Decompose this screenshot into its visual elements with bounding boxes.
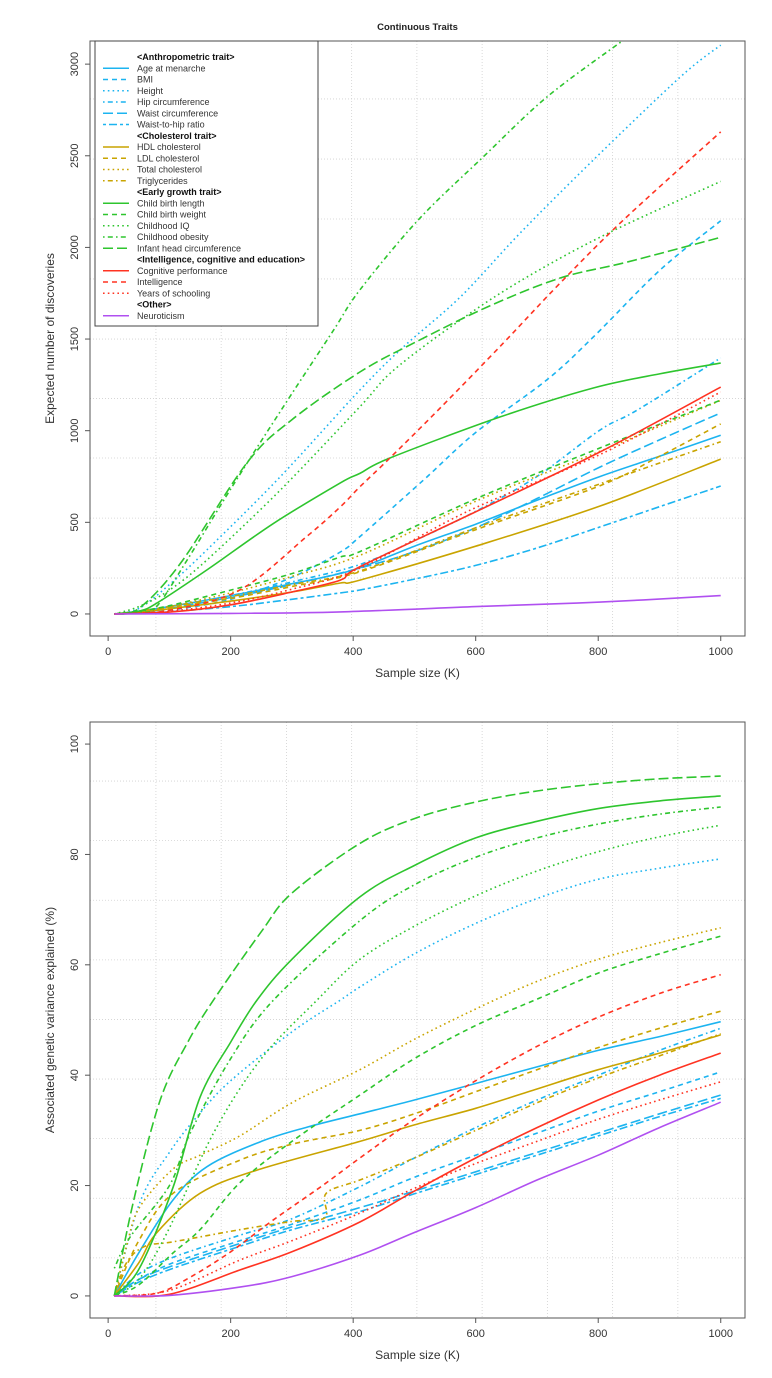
legend-item-label: Child birth weight [137,210,207,220]
legend-item-label: Infant head circumference [137,243,241,253]
legend-item-label: Years of schooling [137,288,210,298]
series-line-age-at-menarche [114,434,721,615]
legend-item-label: Waist-to-hip ratio [137,120,205,130]
series-line-age-at-menarche [113,1020,721,1297]
series-line-intelligence [114,973,721,1297]
series-line-child-birth-weight [114,399,721,615]
x-tick-label: 0 [105,1328,111,1340]
series-line-waist-circumference [113,1094,721,1297]
series-line-ldl-cholesterol [114,423,722,615]
legend-item-label: Height [137,86,164,96]
legend-group-header: <Other> [137,300,172,310]
legend: <Anthropometric trait>Age at menarche BMI… [94,40,319,327]
chart-title: Continuous Traits [377,22,458,33]
legend-item-label: Childhood IQ [137,221,190,231]
legend-item-label: Cognitive performance [137,266,228,276]
y-axis-title: Expected number of discoveries [43,253,57,424]
legend-item-label: Waist circumference [137,108,218,118]
legend-item-label: Intelligence [137,277,183,287]
y-tick-label: 40 [69,1069,81,1081]
legend-group-header: <Early growth trait> [137,187,222,197]
series-line-hip-circumference [113,1027,721,1297]
x-tick-label: 800 [589,1328,607,1340]
x-axis-title: Sample size (K) [375,666,460,680]
series-line-infant-head-circumference [113,775,721,1297]
x-tick-label: 1000 [708,1328,732,1340]
series-line-cognitive-performance [114,386,722,615]
discoveries-chart: 0 200 400 600 800 1000 0 500 1000 1500 2000 2500 300… [43,22,746,680]
legend-item-label: Neuroticism [137,311,185,321]
series-line-neuroticism [114,594,721,615]
legend-item-label: Child birth length [137,198,205,208]
x-tick-label: 600 [467,1328,485,1340]
y-tick-label: 1000 [69,418,81,442]
x-tick-label: 800 [589,646,607,658]
x-tick-label: 200 [221,1328,239,1340]
series-line-neuroticism [114,1101,722,1297]
y-tick-label: 60 [69,959,81,971]
series-line-childhood-obesity [114,40,623,615]
series-line-years-of-schooling [114,1081,721,1297]
y-tick-label: 3000 [69,52,81,76]
y-axis-title: Associated genetic variance explained (%… [43,907,57,1133]
x-tick-label: 200 [221,646,239,658]
series-line-childhood-iq [114,180,722,615]
legend-box [94,40,319,327]
legend-item-label: Age at menarche [137,63,206,73]
series-line-total-cholesterol [113,927,721,1297]
series-line-intelligence [114,131,722,615]
legend-group-header: <Intelligence, cognitive and education> [137,255,305,265]
y-tick-label: 2500 [69,144,81,168]
legend-item-label: HDL cholesterol [137,142,201,152]
x-tick-label: 400 [344,646,362,658]
series-line-waist-to-hip-ratio [113,1097,721,1297]
series-line-total-cholesterol [114,399,722,615]
x-tick-label: 0 [105,646,111,658]
y-tick-label: 500 [69,513,81,531]
series-line-child-birth-weight [113,935,721,1297]
y-tick-label: 2000 [69,235,81,259]
series-line-waist-circumference [114,412,722,615]
series-line-waist-to-hip-ratio [114,485,721,615]
y-tick-label: 20 [69,1179,81,1191]
x-tick-label: 400 [344,1328,362,1340]
series-line-infant-head-circumference [114,236,721,615]
series-group [114,40,722,615]
legend-item-label: Hip circumference [137,97,210,107]
y-tick-label: 1500 [69,327,81,351]
series-line-child-birth-length [113,795,721,1297]
x-tick-label: 1000 [708,646,732,658]
series-line-ldl-cholesterol [113,1010,721,1297]
series-line-hip-circumference [114,357,722,615]
legend-item-label: BMI [137,75,153,85]
legend-item-label: Triglycerides [137,176,188,186]
series-line-cognitive-performance [114,1052,721,1298]
series-line-triglycerides [113,1033,721,1297]
series-line-years-of-schooling [114,391,722,615]
y-tick-label: 0 [69,611,81,617]
legend-item-label: Total cholesterol [137,165,202,175]
legend-group-header: <Cholesterol trait> [137,131,217,141]
legend-group-header: <Anthropometric trait> [137,52,235,62]
series-line-height [114,44,722,615]
series-line-hdl-cholesterol [114,458,721,615]
x-tick-label: 600 [467,646,485,658]
legend-item-label: Childhood obesity [137,232,209,242]
legend-item-label: LDL cholesterol [137,153,199,163]
plot-frame [89,721,746,1319]
y-tick-label: 100 [69,735,81,753]
variance-explained-chart: 0 200 400 600 800 1000 0 20 40 60 80 100 Sample size… [43,721,746,1362]
series-line-bmi [113,1071,721,1297]
series-line-hdl-cholesterol [113,1034,721,1297]
y-tick-label: 80 [69,848,81,860]
series-line-child-birth-length [114,362,721,615]
plot-frame [89,40,746,637]
y-tick-label: 0 [69,1293,81,1299]
x-axis-title: Sample size (K) [375,1348,460,1362]
series-group [113,775,722,1298]
series-line-childhood-obesity [113,806,721,1269]
